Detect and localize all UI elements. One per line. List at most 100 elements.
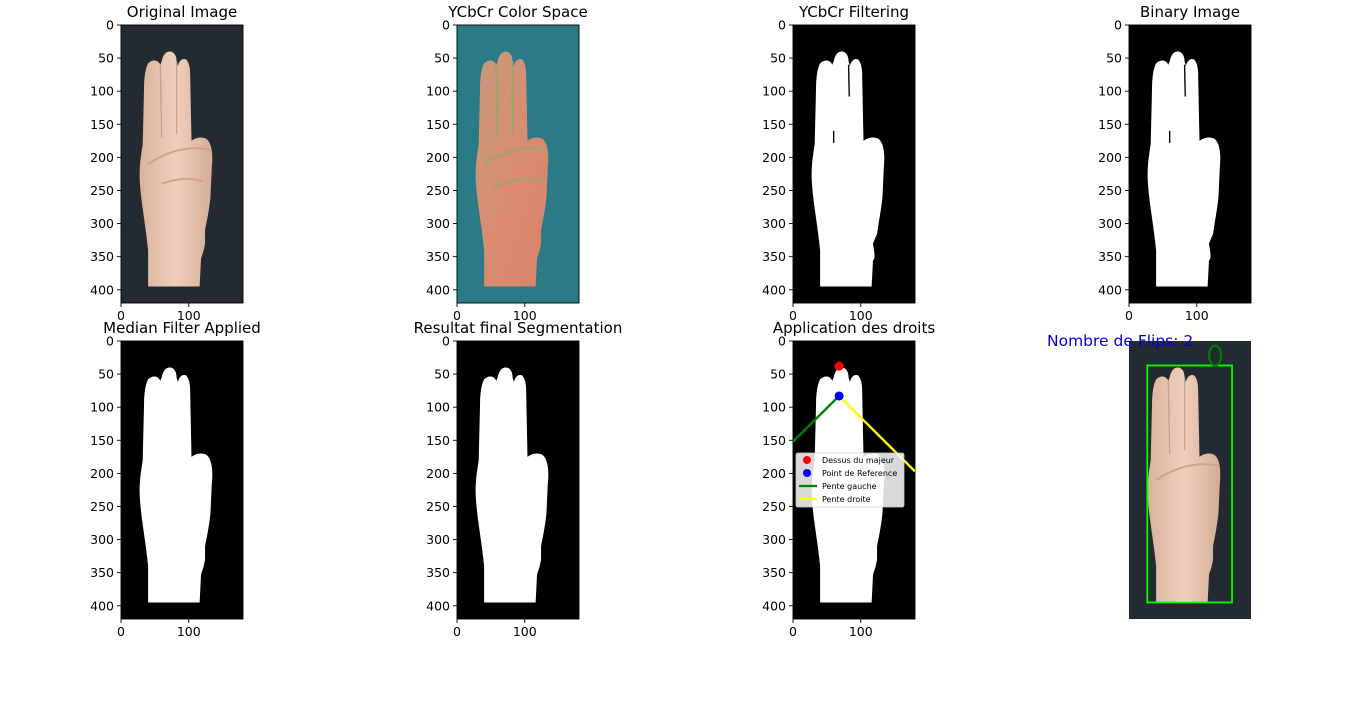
y-tick-label: 150: [1098, 117, 1122, 132]
y-tick-label: 250: [426, 183, 450, 198]
y-tick-label: 150: [90, 117, 114, 132]
y-tick-label: 400: [426, 282, 450, 297]
finger-crease: [1167, 377, 1186, 454]
y-tick-label: 200: [762, 466, 786, 481]
y-tick-label: 0: [442, 18, 450, 33]
y-tick-label: 200: [426, 466, 450, 481]
y-tick-label: 0: [442, 334, 450, 349]
x-tick-label: 100: [1185, 308, 1209, 323]
y-tick-label: 200: [90, 466, 114, 481]
legend-marker: [803, 456, 811, 464]
legend-label: Dessus du majeur: [822, 456, 895, 465]
y-tick-label: 50: [770, 51, 786, 66]
y-tick-label: 150: [90, 433, 114, 448]
y-tick-label: 150: [426, 433, 450, 448]
x-tick-label: 0: [1125, 308, 1133, 323]
y-tick-label: 300: [426, 216, 450, 231]
hand-image: [139, 51, 213, 287]
x-tick-label: 0: [453, 308, 461, 323]
y-tick-label: 400: [1098, 282, 1122, 297]
y-tick-label: 100: [426, 84, 450, 99]
y-tick-label: 0: [1114, 18, 1122, 33]
y-tick-label: 0: [778, 334, 786, 349]
axes-frame: [456, 340, 580, 620]
hand-photo: [1147, 367, 1221, 603]
y-tick-label: 50: [434, 51, 450, 66]
y-tick-label: 200: [426, 150, 450, 165]
y-tick-label: 50: [770, 367, 786, 382]
y-tick-label: 400: [762, 282, 786, 297]
hand-mask: [475, 367, 549, 603]
finger-crease: [495, 61, 514, 138]
y-tick-label: 100: [1098, 84, 1122, 99]
y-tick-label: 300: [762, 216, 786, 231]
y-tick-label: 0: [106, 334, 114, 349]
y-tick-label: 250: [426, 499, 450, 514]
y-tick-label: 250: [762, 183, 786, 198]
mask-gap: [1183, 64, 1186, 97]
x-tick-label: 100: [177, 308, 201, 323]
palm-crease: [1155, 463, 1218, 481]
axes-frame: [792, 340, 916, 620]
legend: Dessus du majeur Point de Reference Pente …: [795, 452, 905, 508]
axes-frame: [792, 24, 916, 304]
y-tick-label: 400: [90, 282, 114, 297]
axes-frame: [456, 24, 580, 304]
y-tick-label: 400: [90, 598, 114, 613]
hand-shape: [139, 51, 213, 287]
hand-mask: [139, 367, 213, 603]
y-tick-label: 150: [762, 117, 786, 132]
x-tick-label: 0: [789, 624, 797, 639]
legend-marker: [803, 469, 811, 477]
point-dessus-du-majeur: [834, 361, 844, 371]
finger-crease: [159, 61, 178, 138]
y-tick-label: 350: [426, 249, 450, 264]
y-tick-label: 250: [90, 183, 114, 198]
x-tick-label: 0: [453, 624, 461, 639]
hand-image: [811, 51, 885, 287]
hand-image: [139, 367, 213, 603]
panel-title: YCbCr Color Space: [447, 3, 587, 21]
hand-image: [475, 367, 549, 603]
x-tick-label: 100: [177, 624, 201, 639]
hand-mask: [1147, 51, 1221, 287]
hand-mask: [811, 51, 885, 287]
y-tick-label: 350: [1098, 249, 1122, 264]
y-tick-label: 250: [90, 499, 114, 514]
y-tick-label: 250: [1098, 183, 1122, 198]
y-tick-label: 300: [762, 532, 786, 547]
panel-title: Binary Image: [1140, 3, 1240, 21]
y-tick-label: 150: [426, 117, 450, 132]
axes-frame: [120, 340, 244, 620]
y-tick-label: 200: [762, 150, 786, 165]
hand-image: [1147, 51, 1221, 287]
y-tick-label: 100: [90, 84, 114, 99]
palm-crease: [147, 147, 210, 185]
panel-title: Application des droits: [773, 319, 935, 337]
y-tick-label: 200: [1098, 150, 1122, 165]
x-tick-label: 100: [849, 308, 873, 323]
x-tick-label: 100: [513, 308, 537, 323]
y-tick-label: 400: [426, 598, 450, 613]
x-tick-label: 0: [117, 308, 125, 323]
legend-label: Pente gauche: [822, 482, 877, 491]
legend-label: Pente droite: [822, 495, 871, 504]
hand-shape: [1147, 367, 1221, 603]
y-tick-label: 350: [762, 249, 786, 264]
fingertip-marker: [1207, 344, 1223, 367]
panel-title: Resultat final Segmentation: [414, 319, 623, 337]
hand-shape: [475, 51, 549, 287]
y-tick-label: 50: [98, 51, 114, 66]
panel-result: Nombre de Flips: 2: [1047, 332, 1251, 619]
y-tick-label: 50: [98, 367, 114, 382]
y-tick-label: 300: [426, 532, 450, 547]
y-tick-label: 300: [90, 532, 114, 547]
panel-title: Original Image: [127, 3, 237, 21]
x-tick-label: 0: [117, 624, 125, 639]
legend-box: [795, 452, 905, 508]
y-tick-label: 300: [1098, 216, 1122, 231]
